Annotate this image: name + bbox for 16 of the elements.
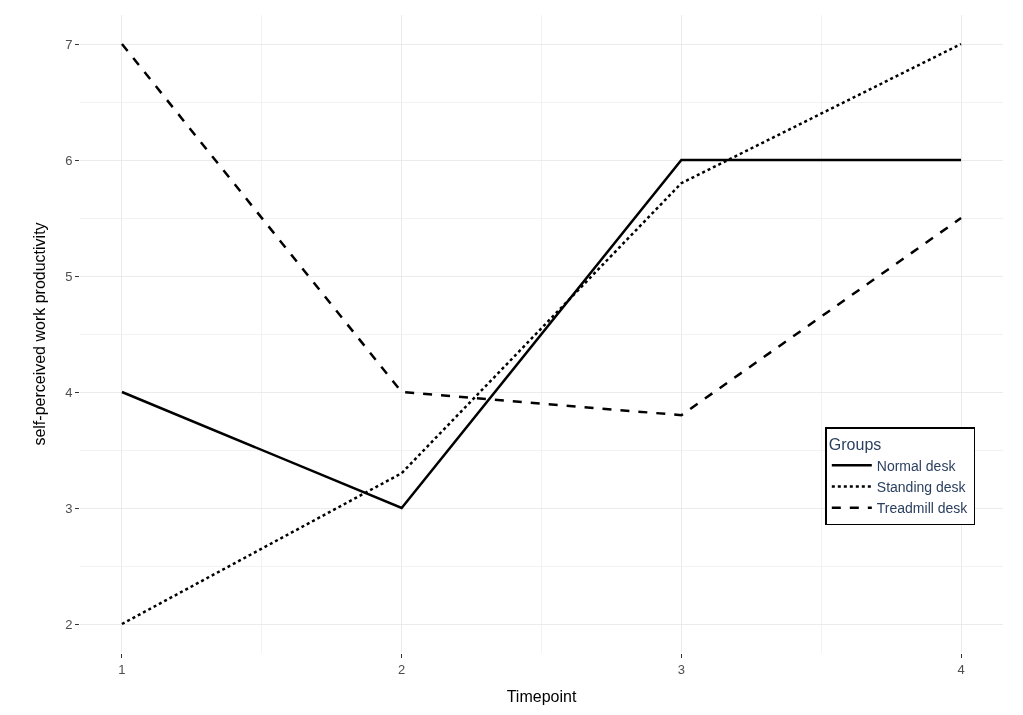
legend-title: Groups: [828, 435, 882, 453]
y-tick-label: 4: [65, 384, 73, 400]
x-axis-title: Timepoint: [506, 688, 577, 706]
x-tick-label: 1: [118, 661, 126, 677]
legend-label: Normal desk: [876, 457, 957, 474]
x-tick-label: 2: [398, 661, 406, 677]
y-tick-label: 2: [65, 616, 73, 632]
x-tick-label: 4: [957, 661, 965, 677]
x-tick-label: 3: [677, 661, 685, 677]
legend-label: Standing desk: [876, 478, 967, 495]
y-axis-title: self-perceived work productivity: [31, 222, 49, 446]
y-tick-label: 3: [65, 500, 73, 516]
y-tick-label: 5: [65, 268, 73, 284]
y-tick-label: 6: [65, 152, 73, 168]
legend-label: Treadmill desk: [876, 500, 969, 517]
y-tick-label: 7: [65, 36, 73, 52]
